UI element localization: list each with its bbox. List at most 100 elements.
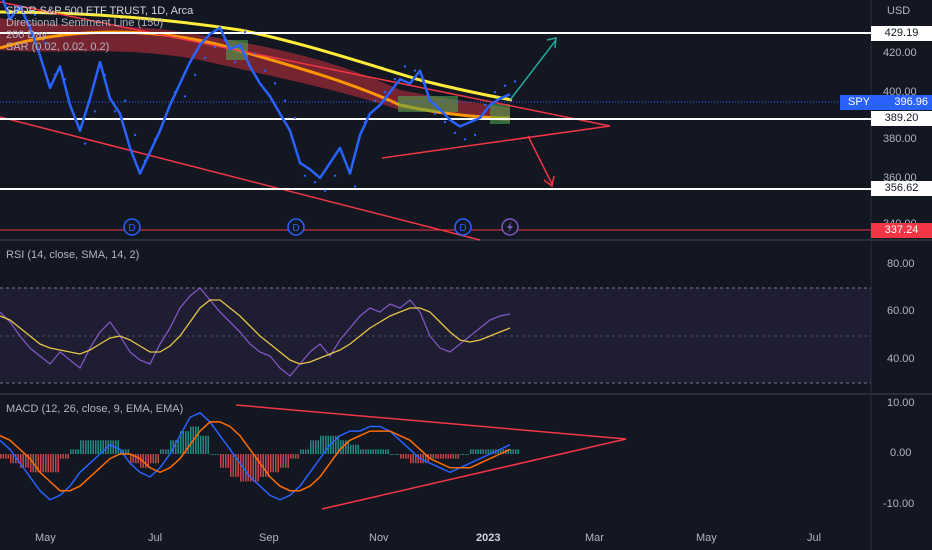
macd-hist-bar [110,440,112,455]
macd-hist-bar [277,454,279,473]
macd-signal-line [0,421,511,492]
sar-dot [313,181,317,184]
macd-hist-bar [417,454,419,464]
consolidation-box-2 [398,96,458,112]
macd-hist-bar [487,449,489,454]
macd-hist-bar [65,454,67,459]
earnings-flash-icon[interactable] [501,218,519,236]
macd-hist-bar [117,440,119,455]
macd-hist-bar [207,435,209,454]
sar-dot [283,99,287,102]
macd-hist-bar [167,449,169,454]
macd-hist-bar [372,449,374,454]
macd-hist-bar [390,454,392,455]
macd-hist-bar [360,449,362,454]
svg-text:D: D [292,223,299,234]
macd-hist-bar [55,454,57,473]
indicator-legend-1: Directional Sentiment Line (150) [6,17,164,29]
macd-hist-bar [395,454,397,455]
macd-hist-bar [337,435,339,454]
macd-hist-bar [212,454,214,455]
resistance-trendline [0,1,611,127]
sar-dot [453,131,457,135]
macd-hist-bar [130,454,132,464]
macd-hist-bar [340,440,342,455]
macd-hist-bar [180,431,182,454]
macd-tick: 0.00 [890,447,912,459]
time-label: May [35,532,56,544]
macd-hist-bar [332,435,334,454]
macd-hist-bar [355,444,357,454]
sar-dot [253,52,257,55]
macd-hist-bar [295,454,297,459]
macd-hist-bar [140,454,142,468]
dividend-marker-2[interactable]: D [287,218,305,236]
macd-hist-bar [322,435,324,454]
symbol-title: SPDR S&P 500 ETF TRUST, 1D, Arca [6,5,194,17]
macd-hist-bar [385,449,387,454]
macd-hist-bar [112,440,114,455]
sar-dot [243,30,247,34]
macd-hist-bar [435,454,437,459]
last-price-value: 396.96 [894,96,928,108]
macd-hist-bar [425,454,427,464]
rsi-sma-line [0,299,511,365]
time-label: Jul [148,532,163,544]
rsi-line [0,287,511,377]
sar-dot [433,112,437,115]
macd-hist-bar [405,454,407,459]
macd-hist-bar [10,454,12,464]
macd-hist-bar [400,454,402,459]
macd-hist-bar [132,454,134,464]
indicator-legend-3: SAR (0.02, 0.02, 0.2) [6,41,110,53]
macd-hist-bar [215,454,217,455]
last-price-symbol: SPY [848,96,871,108]
macd-hist-bar [22,454,24,468]
sar-dot [113,110,117,113]
macd-hist-bar [270,454,272,473]
macd-hist-bar [42,454,44,473]
macd-hist-bar [497,449,499,454]
sar-dot [83,142,87,145]
macd-hist-bar [210,454,212,455]
indicator-legend-2: 200 Day [6,29,47,41]
macd-hist-bar [102,440,104,455]
macd-hist-bar [62,454,64,459]
macd-hist-bar [72,449,74,454]
macd-hist-bar [105,440,107,455]
macd-hist-bar [470,449,472,454]
sar-dot [373,99,377,102]
macd-hist-bar [320,435,322,454]
macd-hist-bar [235,454,237,477]
macd-hist-bar [50,454,52,473]
day200-line [0,10,513,102]
macd-lines [0,411,511,501]
macd-hist-bar [182,431,184,454]
macd-hist-bar [387,449,389,454]
macd-hist-bar [350,444,352,454]
macd-hist-bar [45,454,47,473]
macd-hist-bar [480,449,482,454]
macd-hist-bar [125,449,127,454]
macd-hist-bar [312,440,314,455]
macd-hist-bar [500,449,502,454]
macd-hist-bar [432,454,434,459]
sar-dot [263,69,267,72]
macd-hist-bar [325,435,327,454]
macd-hist-bar [220,454,222,468]
macd-hist-bar [165,449,167,454]
bullish-arrow [509,39,557,101]
rsi-lines [0,287,511,377]
macd-hist-bar [450,454,452,459]
macd-hist-bar [225,454,227,468]
macd-hist-bar [367,449,369,454]
dividend-marker-1[interactable]: D [123,218,141,236]
macd-hist-bar [362,449,364,454]
macd-tick: 10.00 [887,397,915,409]
dividend-marker-3[interactable]: D [454,218,472,236]
macd-hist-bar [82,440,84,455]
macd-hist-bar [282,454,284,468]
macd-hist-bar [232,454,234,477]
macd-hist-bar [460,454,462,455]
